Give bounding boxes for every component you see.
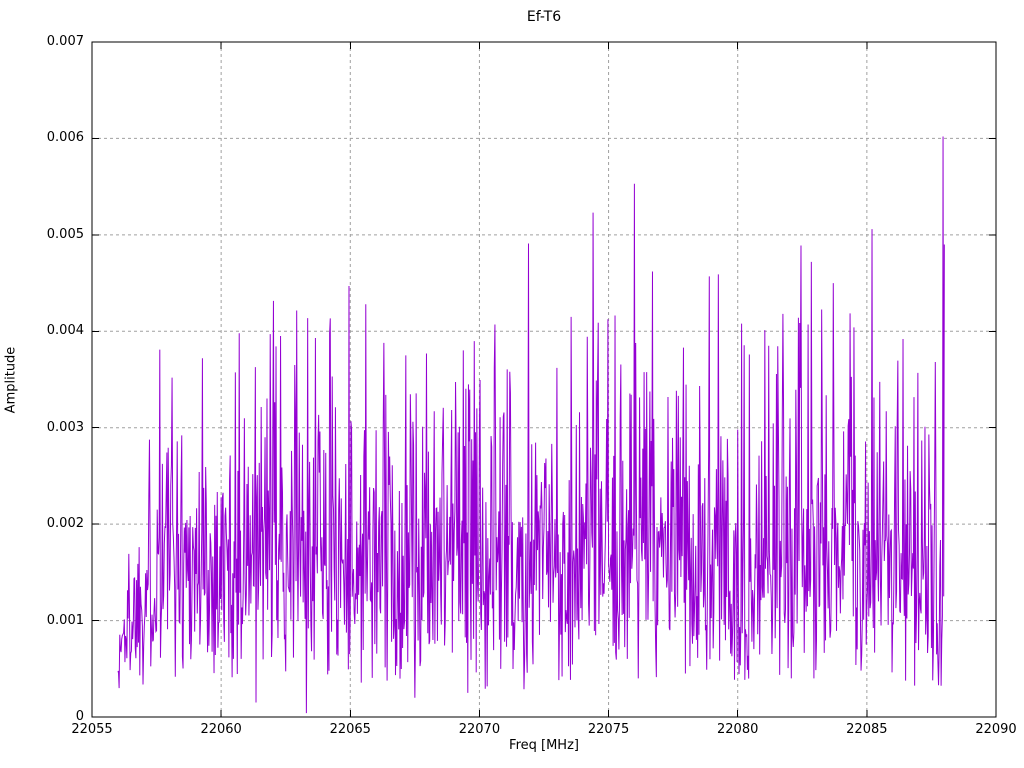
y-tick-label: 0.004 <box>46 323 84 339</box>
y-tick-label: 0.005 <box>46 226 84 242</box>
x-tick-label: 22085 <box>846 722 888 737</box>
y-tick-label: 0 <box>75 709 84 724</box>
x-tick-label: 22080 <box>717 722 759 737</box>
y-tick-label: 0.001 <box>46 612 84 628</box>
y-tick-label: 0.003 <box>46 419 84 435</box>
plot-border <box>91 41 997 718</box>
x-tick-label: 22065 <box>329 722 371 737</box>
x-tick-label: 22075 <box>587 722 630 737</box>
data-line <box>117 136 945 714</box>
x-tick-label: 22055 <box>71 722 113 737</box>
x-tick-label: 22070 <box>458 722 501 737</box>
chart-title: Ef-T6 <box>526 9 562 25</box>
y-tick-label: 0.006 <box>46 130 84 146</box>
y-axis-label: Amplitude <box>3 346 19 414</box>
y-tick-label: 0.002 <box>46 516 84 532</box>
x-tick-label: 22060 <box>200 722 242 737</box>
x-tick-label: 22090 <box>975 722 1017 737</box>
x-axis-label: Freq [MHz] <box>509 738 579 753</box>
y-tick-label: 0.007 <box>46 34 84 49</box>
